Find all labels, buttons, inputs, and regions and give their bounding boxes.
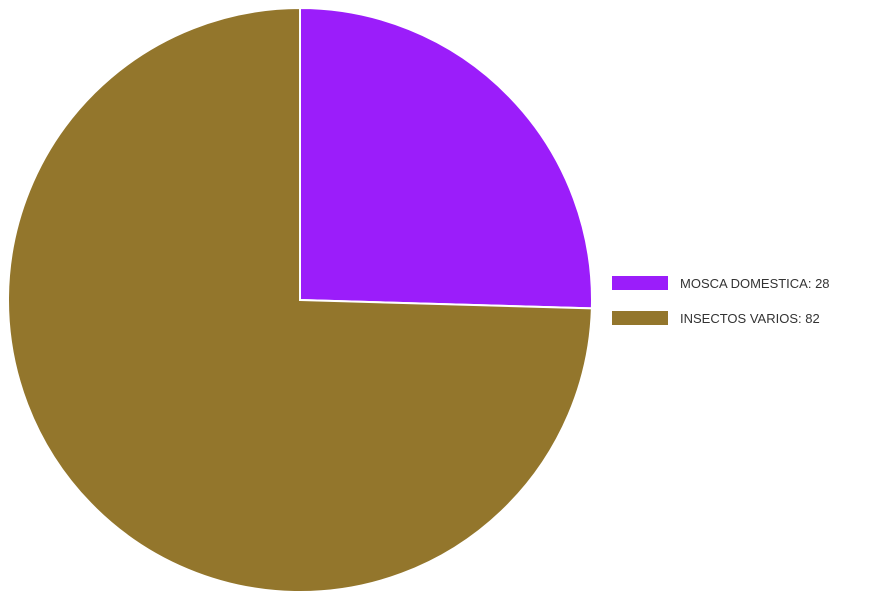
pie-slices xyxy=(7,6,593,592)
chart-legend: MOSCA DOMESTICA: 28 INSECTOS VARIOS: 82 xyxy=(612,276,830,326)
legend-swatch-mosca-domestica xyxy=(612,276,668,290)
legend-item-insectos-varios[interactable]: INSECTOS VARIOS: 82 xyxy=(612,311,820,326)
legend-item-mosca-domestica[interactable]: MOSCA DOMESTICA: 28 xyxy=(612,276,830,291)
pie-slice-insectos-varios[interactable] xyxy=(7,6,593,592)
legend-label-mosca-domestica: MOSCA DOMESTICA: 28 xyxy=(680,276,830,291)
legend-swatch-insectos-varios xyxy=(612,311,668,325)
legend-label-insectos-varios: INSECTOS VARIOS: 82 xyxy=(680,311,820,326)
pie-slice-mosca-domestica[interactable] xyxy=(299,6,593,310)
